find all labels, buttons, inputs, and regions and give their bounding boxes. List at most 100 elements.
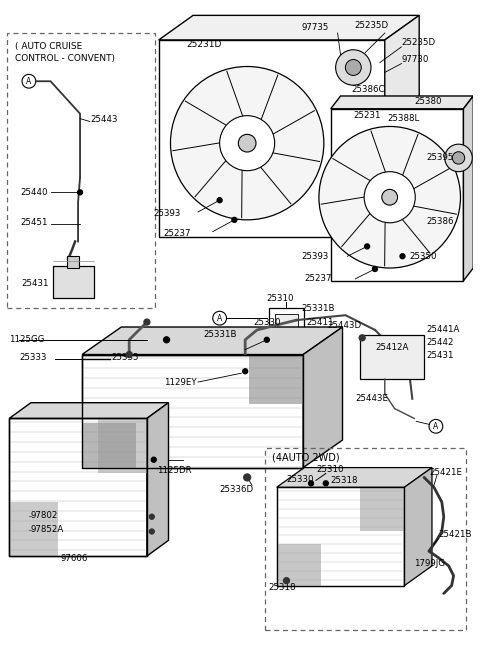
Circle shape	[336, 50, 371, 85]
Text: 25443: 25443	[91, 115, 119, 124]
Polygon shape	[82, 327, 343, 354]
Circle shape	[284, 578, 289, 584]
Circle shape	[359, 335, 365, 341]
Circle shape	[170, 67, 324, 220]
Text: 25231: 25231	[353, 111, 381, 120]
Bar	[82, 423, 136, 468]
Text: 25388L: 25388L	[388, 114, 420, 123]
Polygon shape	[159, 40, 385, 236]
Circle shape	[264, 337, 269, 343]
Text: 25310: 25310	[267, 294, 294, 303]
Text: A: A	[217, 314, 222, 323]
Circle shape	[400, 253, 405, 259]
Bar	[360, 487, 405, 531]
Bar	[82, 354, 303, 468]
Text: 25412A: 25412A	[375, 343, 408, 352]
Bar	[249, 354, 303, 403]
Text: (4AUTO 2WD): (4AUTO 2WD)	[272, 453, 339, 462]
Text: 25318: 25318	[331, 476, 358, 485]
Bar	[98, 419, 147, 472]
Bar	[275, 314, 298, 332]
Text: 25443E: 25443E	[355, 394, 388, 403]
Polygon shape	[303, 327, 343, 468]
Text: 25330: 25330	[253, 318, 280, 327]
Text: 97735: 97735	[301, 23, 329, 31]
Circle shape	[364, 172, 415, 223]
Text: 25441A: 25441A	[426, 326, 459, 335]
Polygon shape	[159, 15, 419, 40]
Circle shape	[445, 144, 472, 172]
Bar	[269, 309, 304, 338]
Bar	[276, 487, 405, 586]
Bar	[9, 419, 147, 556]
Text: 97606: 97606	[60, 553, 88, 563]
Text: 25331B: 25331B	[301, 304, 335, 313]
Bar	[9, 419, 147, 556]
Circle shape	[365, 244, 370, 249]
Bar	[9, 502, 59, 556]
Text: 25411: 25411	[306, 318, 334, 327]
Text: 97852A: 97852A	[31, 525, 64, 534]
Text: 25431: 25431	[426, 351, 454, 360]
Bar	[7, 33, 155, 309]
Text: 97802: 97802	[31, 512, 58, 520]
Circle shape	[452, 152, 465, 164]
Circle shape	[144, 319, 150, 325]
Circle shape	[382, 189, 397, 205]
Circle shape	[372, 267, 377, 271]
Bar	[82, 354, 303, 468]
Circle shape	[164, 337, 169, 343]
Text: 1125GG: 1125GG	[9, 335, 45, 345]
Text: A: A	[26, 77, 32, 86]
Text: 25393: 25393	[301, 252, 329, 261]
Circle shape	[126, 352, 132, 358]
Circle shape	[346, 60, 361, 75]
Polygon shape	[331, 96, 473, 109]
Polygon shape	[9, 403, 168, 419]
Bar	[67, 256, 79, 268]
Text: 25310: 25310	[316, 465, 344, 474]
Text: 25386C: 25386C	[351, 84, 385, 94]
Text: 25237: 25237	[304, 274, 332, 284]
Text: 25443D: 25443D	[328, 320, 362, 329]
Polygon shape	[331, 109, 463, 281]
Text: 25330: 25330	[287, 475, 314, 484]
Text: 1799JG: 1799JG	[414, 559, 445, 569]
Text: 25235D: 25235D	[401, 39, 436, 47]
Text: 25235D: 25235D	[354, 21, 388, 29]
Polygon shape	[276, 468, 432, 487]
Text: CONTROL - CONVENT): CONTROL - CONVENT)	[15, 54, 115, 63]
Text: 25237: 25237	[164, 229, 191, 238]
Bar	[52, 266, 94, 297]
Circle shape	[244, 474, 251, 481]
Text: 1125DR: 1125DR	[156, 466, 192, 475]
Circle shape	[238, 134, 256, 152]
Text: 25421E: 25421E	[429, 468, 462, 477]
Text: 25440: 25440	[20, 188, 48, 197]
Text: 25442: 25442	[426, 338, 454, 347]
Text: 25421B: 25421B	[439, 530, 472, 539]
Polygon shape	[385, 15, 419, 236]
Bar	[276, 487, 405, 586]
Circle shape	[309, 481, 313, 486]
Text: 25393: 25393	[154, 210, 181, 219]
Polygon shape	[147, 403, 168, 556]
Circle shape	[220, 116, 275, 171]
Text: 25350: 25350	[409, 252, 437, 261]
Text: 25331B: 25331B	[204, 330, 237, 339]
Text: ( AUTO CRUISE: ( AUTO CRUISE	[15, 43, 83, 51]
Polygon shape	[463, 96, 473, 281]
Bar	[360, 335, 424, 379]
Polygon shape	[405, 468, 432, 586]
Circle shape	[319, 126, 460, 268]
Text: 25431: 25431	[21, 279, 48, 288]
Text: A: A	[433, 422, 439, 431]
Circle shape	[149, 529, 154, 534]
Text: 25335: 25335	[111, 353, 139, 362]
Circle shape	[217, 198, 222, 202]
Circle shape	[151, 457, 156, 462]
Text: 1129EY: 1129EY	[164, 377, 196, 386]
Bar	[276, 544, 321, 586]
Text: 25395: 25395	[426, 153, 454, 162]
Circle shape	[78, 190, 83, 195]
